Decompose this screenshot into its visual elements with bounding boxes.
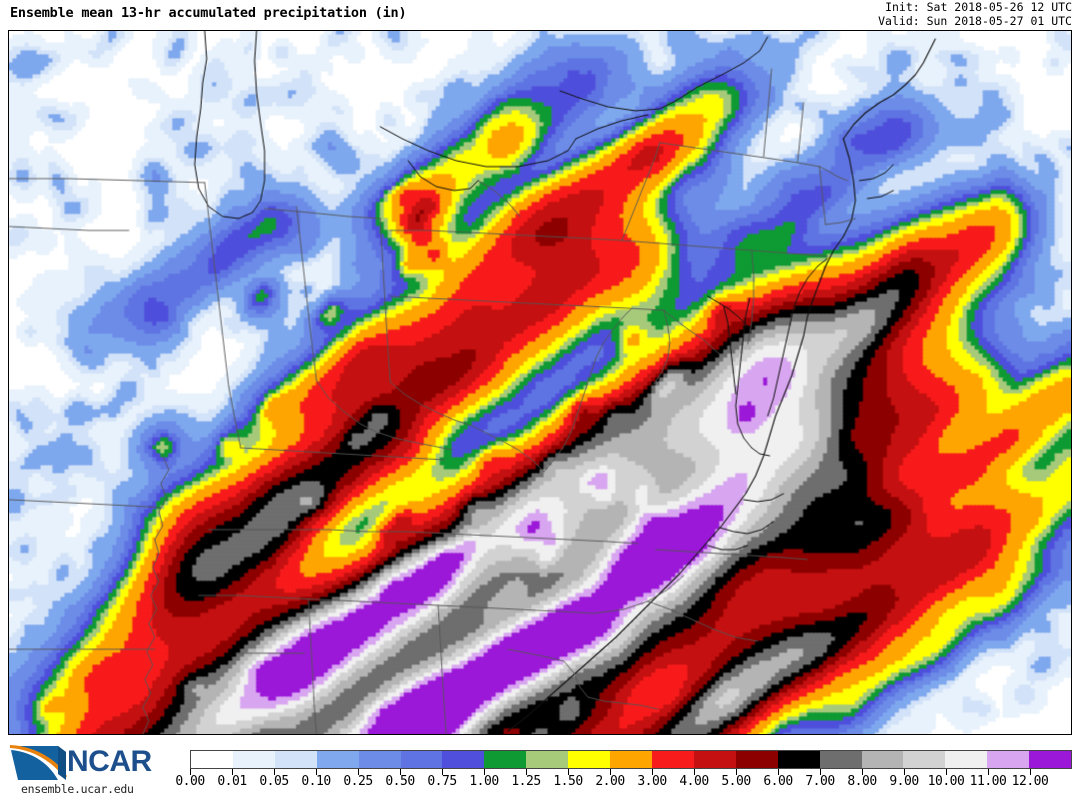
colorbar-tick-labels: 0.00 0.01 0.05 0.10 0.25 0.50 0.75 1.00 1.25 1.50…	[175, 774, 1072, 794]
colorbar: 0.00 0.01 0.05 0.10 0.25 0.50 0.75 1.00 1.25 1.50…	[175, 750, 1072, 796]
colorbar-tick	[652, 769, 653, 775]
colorbar-tick-label: 0.00	[175, 774, 205, 789]
valid-time-text: Valid: Sun 2018-05-27 01 UTC	[878, 13, 1072, 28]
colorbar-tick-label: 1.50	[553, 774, 583, 789]
colorbar-segment	[358, 751, 401, 768]
header-bar: Ensemble mean 13-hr accumulated precipit…	[0, 0, 1080, 30]
colorbar-tick-label: 2.00	[595, 774, 625, 789]
ncar-url-label: ensemble.ucar.edu	[21, 782, 134, 796]
colorbar-tick-label: 0.05	[259, 774, 289, 789]
colorbar-tick	[820, 769, 821, 775]
colorbar-tick-label: 10.00	[927, 774, 965, 789]
colorbar-segment	[568, 751, 611, 768]
colorbar-tick	[442, 769, 443, 775]
colorbar-segment	[526, 751, 569, 768]
colorbar-tick-label: 0.01	[217, 774, 247, 789]
colorbar-tick-label: 4.00	[679, 774, 709, 789]
colorbar-segment	[400, 751, 443, 768]
colorbar-tick-label: 6.00	[763, 774, 793, 789]
precipitation-map-canvas	[9, 31, 1071, 734]
colorbar-tick	[778, 769, 779, 775]
colorbar-segment	[442, 751, 485, 768]
colorbar-tick-label: 8.00	[847, 774, 877, 789]
colorbar-segment	[903, 751, 946, 768]
colorbar-tick	[610, 769, 611, 775]
colorbar-tick	[358, 769, 359, 775]
colorbar-tick-label: 0.50	[385, 774, 415, 789]
colorbar-segment	[651, 751, 694, 768]
colorbar-tick-label: 0.25	[343, 774, 373, 789]
page-title: Ensemble mean 13-hr accumulated precipit…	[10, 5, 407, 21]
colorbar-tick-label: 1.25	[511, 774, 541, 789]
colorbar-tick	[400, 769, 401, 775]
ncar-logo: NCAR ensemble.ucar.edu	[4, 742, 174, 798]
footer-bar: NCAR ensemble.ucar.edu 0.00 0.01 0.05 0.10 0…	[0, 737, 1080, 800]
colorbar-segment	[819, 751, 862, 768]
colorbar-tick	[946, 769, 947, 775]
colorbar-tick	[484, 769, 485, 775]
colorbar-tick	[568, 769, 569, 775]
ncar-wordmark: NCAR	[67, 745, 152, 778]
colorbar-tick	[988, 769, 989, 775]
init-time-text: Init: Sat 2018-05-26 12 UTC	[885, 0, 1072, 14]
colorbar-segment	[861, 751, 904, 768]
colorbar-segment	[610, 751, 652, 768]
forecast-metadata: Init: Sat 2018-05-26 12 UTC Valid: Sun 2…	[878, 0, 1072, 28]
ncar-logo-mark-icon	[10, 745, 67, 780]
colorbar-segment	[735, 751, 778, 768]
colorbar-segment	[232, 751, 275, 768]
colorbar-gradient	[190, 750, 1072, 769]
colorbar-tick	[526, 769, 527, 775]
colorbar-ticks	[190, 769, 1072, 775]
colorbar-tick	[904, 769, 905, 775]
colorbar-tick-label: 1.00	[469, 774, 499, 789]
colorbar-tick-label: 3.00	[637, 774, 667, 789]
colorbar-segment	[1029, 751, 1072, 768]
colorbar-tick	[862, 769, 863, 775]
colorbar-tick-label: 7.00	[805, 774, 835, 789]
colorbar-tick	[232, 769, 233, 775]
colorbar-segment	[274, 751, 317, 768]
map-plot-area	[8, 30, 1072, 735]
colorbar-segment	[987, 751, 1030, 768]
colorbar-segment	[484, 751, 527, 768]
colorbar-tick	[274, 769, 275, 775]
colorbar-tick	[316, 769, 317, 775]
colorbar-tick	[736, 769, 737, 775]
colorbar-tick	[190, 769, 191, 775]
colorbar-tick-label: 0.10	[301, 774, 331, 789]
colorbar-tick-label: 0.75	[427, 774, 457, 789]
colorbar-segment	[316, 751, 359, 768]
colorbar-tick	[1030, 769, 1031, 775]
colorbar-tick-label: 9.00	[889, 774, 919, 789]
colorbar-segment	[777, 751, 820, 768]
colorbar-tick	[694, 769, 695, 775]
colorbar-tick-label: 5.00	[721, 774, 751, 789]
colorbar-segment	[693, 751, 736, 768]
colorbar-tick-label: 11.00	[969, 774, 1007, 789]
colorbar-tick-label: 12.00	[1011, 774, 1049, 789]
colorbar-segment	[945, 751, 988, 768]
colorbar-segment	[191, 751, 233, 768]
